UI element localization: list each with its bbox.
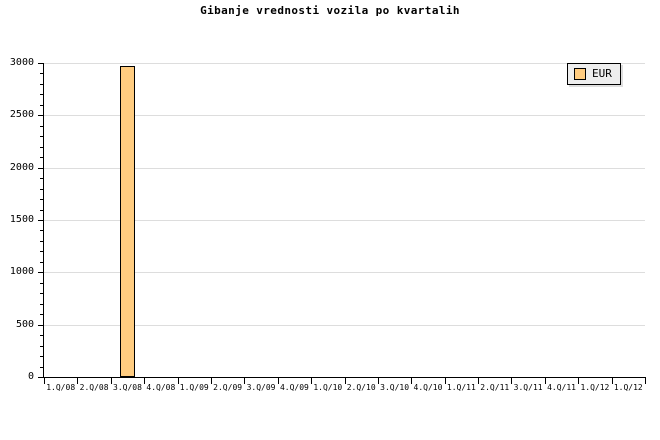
bar[interactable] — [120, 66, 135, 377]
x-axis-tick-label: 3.Q/10 — [380, 383, 410, 392]
y-axis-tick-label: 500 — [15, 319, 34, 330]
x-tick — [578, 378, 579, 384]
x-axis-tick-label: 4.Q/09 — [279, 383, 309, 392]
y-tick-minor — [40, 105, 44, 106]
gridline — [44, 63, 645, 64]
y-tick-minor — [40, 94, 44, 95]
x-tick — [511, 378, 512, 384]
y-tick-major — [38, 377, 44, 378]
x-axis-tick-label: 1.Q/09 — [179, 383, 209, 392]
gridline — [44, 272, 645, 273]
x-tick — [77, 378, 78, 384]
x-axis-tick-label: 2.Q/10 — [346, 383, 376, 392]
x-axis-tick-label: 1.Q/12 — [613, 383, 643, 392]
x-tick — [378, 378, 379, 384]
x-tick — [111, 378, 112, 384]
y-tick-minor — [40, 367, 44, 368]
x-tick — [478, 378, 479, 384]
gridline — [44, 220, 645, 221]
x-tick — [545, 378, 546, 384]
x-tick — [244, 378, 245, 384]
x-tick — [211, 378, 212, 384]
x-tick — [612, 378, 613, 384]
y-tick-minor — [40, 230, 44, 231]
plot-area — [44, 63, 645, 377]
x-tick — [345, 378, 346, 384]
y-tick-minor — [40, 136, 44, 137]
x-tick — [411, 378, 412, 384]
y-tick-minor — [40, 73, 44, 74]
x-axis-tick-label: 1.Q/10 — [313, 383, 343, 392]
x-axis-tick-label: 3.Q/08 — [113, 383, 142, 392]
gridline — [44, 168, 645, 169]
x-axis-tick-label: 2.Q/09 — [213, 383, 243, 392]
y-axis-line — [43, 63, 44, 378]
x-tick — [144, 378, 145, 384]
x-tick — [645, 378, 646, 384]
legend-swatch — [574, 68, 586, 80]
gridline — [44, 115, 645, 116]
y-axis-tick-label: 1000 — [9, 266, 34, 277]
x-axis-line — [43, 377, 646, 378]
y-tick-minor — [40, 178, 44, 179]
y-tick-major — [38, 168, 44, 169]
x-axis-tick-label: 1.Q/08 — [46, 383, 76, 392]
gridline — [44, 325, 645, 326]
y-tick-major — [38, 325, 44, 326]
y-tick-minor — [40, 126, 44, 127]
legend[interactable]: EUR — [567, 63, 621, 85]
y-tick-minor — [40, 346, 44, 347]
x-axis-tick-label: 1.Q/12 — [580, 383, 610, 392]
legend-label: EUR — [592, 67, 612, 80]
y-tick-minor — [40, 314, 44, 315]
y-tick-major — [38, 220, 44, 221]
y-tick-minor — [40, 210, 44, 211]
y-axis-tick-label: 1500 — [9, 214, 34, 225]
y-axis-tick-label: 3000 — [9, 57, 34, 68]
y-axis-tick-label: 0 — [27, 371, 34, 382]
y-tick-minor — [40, 241, 44, 242]
chart-title: Gibanje vrednosti vozila po kvartalih — [200, 4, 460, 17]
x-tick — [278, 378, 279, 384]
x-tick — [311, 378, 312, 384]
x-tick — [445, 378, 446, 384]
y-tick-minor — [40, 157, 44, 158]
y-tick-minor — [40, 84, 44, 85]
x-tick — [178, 378, 179, 384]
y-tick-minor — [40, 283, 44, 284]
y-tick-minor — [40, 262, 44, 263]
y-axis-tick-label: 2500 — [9, 109, 34, 120]
y-tick-minor — [40, 356, 44, 357]
x-axis-tick-label: 2.Q/08 — [79, 383, 109, 392]
x-axis-tick-label: 4.Q/08 — [146, 383, 176, 392]
y-tick-minor — [40, 293, 44, 294]
x-axis-tick-label: 2.Q/11 — [480, 383, 510, 392]
x-axis-tick-label: 4.Q/10 — [413, 383, 443, 392]
y-tick-minor — [40, 251, 44, 252]
y-tick-major — [38, 63, 44, 64]
y-tick-minor — [40, 189, 44, 190]
y-tick-minor — [40, 199, 44, 200]
x-axis-tick-label: 3.Q/11 — [513, 383, 543, 392]
y-axis-tick-label: 2000 — [9, 162, 34, 173]
y-tick-minor — [40, 147, 44, 148]
x-axis-tick-label: 4.Q/11 — [547, 383, 576, 392]
x-tick — [44, 378, 45, 384]
y-tick-minor — [40, 304, 44, 305]
y-tick-minor — [40, 335, 44, 336]
x-axis-tick-label: 1.Q/11 — [446, 383, 476, 392]
x-axis-tick-label: 3.Q/09 — [246, 383, 276, 392]
y-tick-major — [38, 272, 44, 273]
y-tick-major — [38, 115, 44, 116]
